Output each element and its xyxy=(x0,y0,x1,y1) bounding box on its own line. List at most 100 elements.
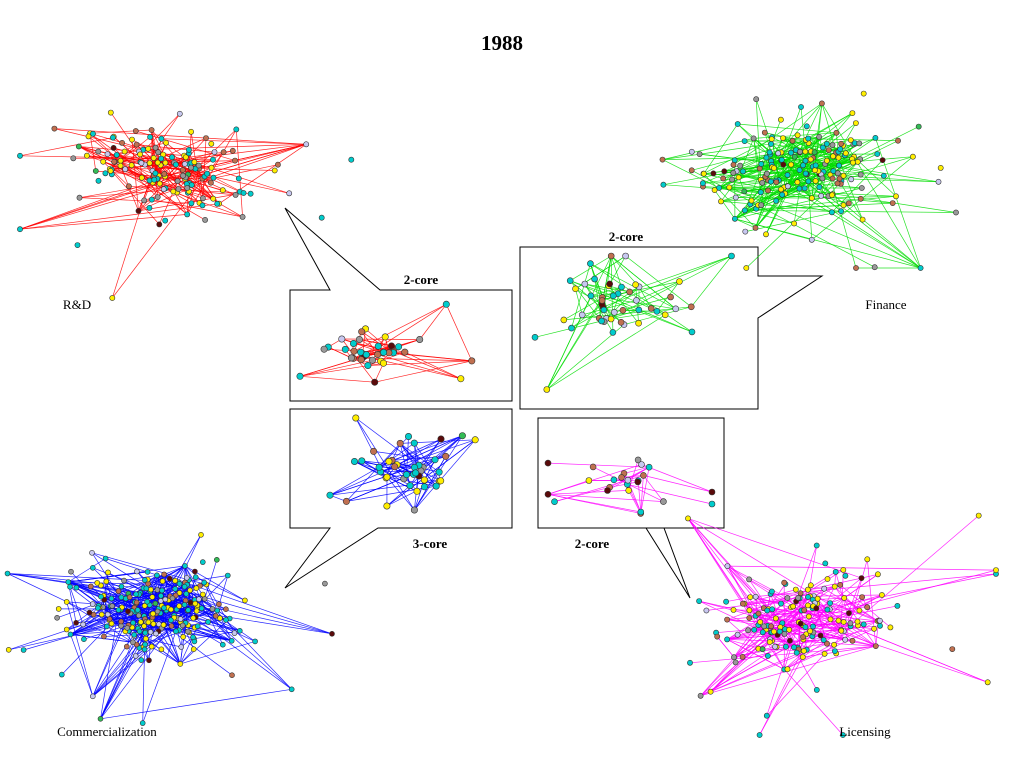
edge xyxy=(111,170,153,299)
edge xyxy=(143,143,307,151)
node xyxy=(653,307,661,315)
edge xyxy=(161,138,307,145)
node xyxy=(827,616,834,623)
node xyxy=(842,150,849,157)
node xyxy=(413,487,421,495)
node xyxy=(115,588,122,595)
node xyxy=(172,577,178,584)
node xyxy=(894,603,901,609)
edge xyxy=(584,283,612,320)
node xyxy=(796,185,803,192)
edge xyxy=(396,435,463,466)
node xyxy=(802,624,809,630)
node xyxy=(182,154,189,161)
edge xyxy=(638,286,652,309)
node xyxy=(857,171,864,178)
node xyxy=(158,155,165,162)
edge xyxy=(180,618,230,665)
node xyxy=(832,569,839,575)
node xyxy=(625,487,633,494)
node xyxy=(783,643,789,650)
node xyxy=(544,490,552,498)
node xyxy=(150,621,157,627)
edge xyxy=(151,199,243,218)
edge xyxy=(621,475,644,478)
edge xyxy=(355,417,415,511)
edge xyxy=(413,443,420,466)
edge xyxy=(733,628,875,658)
edge xyxy=(710,643,828,693)
node xyxy=(591,275,598,283)
node xyxy=(180,172,186,179)
node xyxy=(90,564,96,571)
node xyxy=(125,183,132,190)
node xyxy=(161,605,167,611)
node xyxy=(808,236,815,243)
node xyxy=(194,623,201,630)
edge xyxy=(581,255,612,316)
node xyxy=(107,167,114,174)
edge xyxy=(547,493,664,502)
node xyxy=(687,659,693,666)
edge xyxy=(299,375,375,383)
node xyxy=(146,204,153,211)
node xyxy=(95,148,102,155)
edge xyxy=(534,320,602,338)
node xyxy=(223,617,229,623)
node xyxy=(730,161,737,168)
node xyxy=(822,560,829,567)
edge xyxy=(703,138,772,174)
node xyxy=(531,333,539,341)
node xyxy=(610,476,618,484)
node xyxy=(338,335,346,343)
edge xyxy=(194,599,216,617)
node xyxy=(587,260,594,267)
node xyxy=(80,621,86,628)
edge xyxy=(780,569,997,628)
node xyxy=(836,175,843,182)
edge xyxy=(68,581,240,632)
edge xyxy=(89,129,152,134)
node xyxy=(195,162,202,169)
node xyxy=(637,508,645,516)
commercialization-core-network-nodes xyxy=(326,414,479,514)
node xyxy=(784,595,791,601)
node xyxy=(587,292,595,300)
node xyxy=(838,627,845,634)
node xyxy=(181,161,188,167)
node xyxy=(121,148,128,155)
node xyxy=(162,217,169,224)
node xyxy=(726,184,733,191)
edge xyxy=(70,634,94,697)
node xyxy=(105,569,111,576)
edge xyxy=(800,623,842,631)
node xyxy=(205,619,211,625)
node xyxy=(805,586,811,593)
node xyxy=(210,195,217,202)
node xyxy=(872,134,879,141)
edge xyxy=(703,123,738,174)
node xyxy=(202,216,208,223)
node xyxy=(220,641,226,648)
edge xyxy=(702,169,800,184)
node xyxy=(785,183,791,190)
node xyxy=(150,610,156,617)
edge xyxy=(602,255,732,308)
node xyxy=(791,644,797,651)
node xyxy=(633,297,640,304)
node xyxy=(609,329,617,336)
node xyxy=(742,228,749,235)
node xyxy=(786,626,793,633)
node xyxy=(169,595,176,602)
node xyxy=(769,606,776,613)
node xyxy=(688,148,695,155)
node xyxy=(984,679,991,686)
node xyxy=(115,607,122,613)
node xyxy=(819,175,826,182)
node xyxy=(208,164,215,171)
node xyxy=(240,190,247,196)
edge xyxy=(817,598,845,632)
edge xyxy=(582,300,637,316)
edge xyxy=(820,635,876,647)
